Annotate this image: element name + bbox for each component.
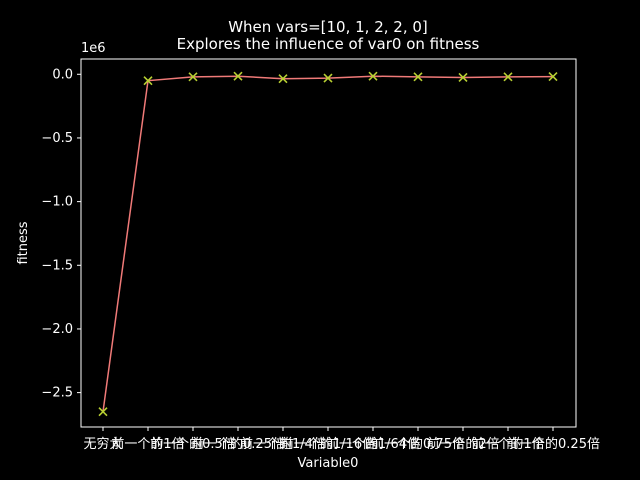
x-tick-label: 前一个的0.5倍	[150, 436, 236, 452]
y-tick-label: −0.5	[41, 131, 73, 146]
plot-frame	[80, 58, 577, 428]
data-point	[413, 72, 423, 82]
x-tick-label: 前一个的0.25倍	[191, 436, 285, 452]
x-tick-label: 前一个的1倍	[471, 436, 544, 452]
chart-title: When vars=[10, 1, 2, 2, 0]	[228, 18, 428, 36]
data-point	[188, 72, 198, 82]
y-tick-label: −1.5	[41, 258, 73, 273]
x-tick-label: 无穷大	[83, 436, 122, 452]
plot-area: 0.0−0.5−1.0−1.5−2.0−2.5无穷大前一个的1倍前一个的0.5倍…	[41, 58, 600, 452]
y-tick-label: −1.0	[41, 195, 73, 210]
x-tick-label: 前一个的1/64倍	[326, 436, 420, 452]
x-tick-label: 前一个的1/16倍	[281, 436, 375, 452]
chart-subtitle: Explores the influence of var0 on fitnes…	[177, 35, 480, 53]
data-point	[323, 73, 333, 83]
series-line	[102, 75, 554, 412]
data-point	[98, 407, 108, 417]
data-point	[368, 71, 378, 81]
data-point	[503, 72, 513, 82]
data-point	[458, 72, 468, 83]
y-tick-label: −2.0	[41, 322, 73, 337]
data-point	[233, 71, 243, 81]
x-tick-label: 前一个的1倍	[111, 436, 184, 452]
data-point	[143, 76, 153, 86]
y-scale-label: 1e6	[81, 41, 106, 56]
x-tick-label: 前一个的0.75倍	[371, 436, 465, 452]
x-axis-label: Variable0	[298, 456, 359, 471]
y-axis-label: fitness	[16, 221, 31, 264]
y-tick-label: −2.5	[41, 386, 73, 401]
y-tick-label: 0.0	[52, 67, 73, 82]
data-point	[548, 72, 558, 82]
data-point	[278, 74, 288, 84]
x-tick-label: 前一个的0.25倍	[506, 436, 600, 452]
x-tick-label: 前一个的2倍	[426, 436, 499, 452]
x-tick-label: 前一个的1/4倍	[240, 436, 326, 452]
